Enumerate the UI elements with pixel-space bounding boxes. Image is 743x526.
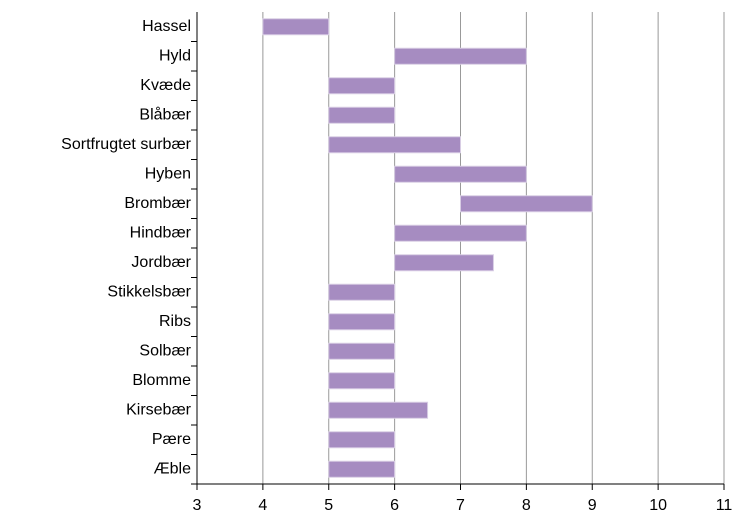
- y-tick-label: Hyben: [145, 165, 191, 182]
- bar: [328, 136, 461, 154]
- bar: [328, 372, 396, 390]
- y-tick-label: Ribs: [159, 313, 191, 330]
- bar: [328, 460, 396, 478]
- x-tick-label: 11: [716, 497, 733, 514]
- bar: [328, 106, 396, 124]
- y-tick-label: Sortfrugtet surbær: [61, 136, 192, 153]
- bar: [394, 165, 527, 183]
- x-tick-label: 8: [522, 497, 531, 514]
- y-tick-label: Solbær: [139, 342, 191, 359]
- y-tick-label: Kvæde: [140, 77, 191, 94]
- x-tick-label: 5: [324, 497, 333, 514]
- y-tick-label: Hassel: [142, 18, 191, 35]
- bar: [328, 313, 396, 331]
- y-tick-label: Hyld: [159, 47, 191, 64]
- y-tick-label: Blåbær: [139, 105, 191, 123]
- bar: [394, 47, 527, 65]
- x-tick-label: 7: [456, 497, 465, 514]
- bar: [460, 195, 593, 213]
- bar: [328, 77, 396, 95]
- bar: [328, 283, 396, 301]
- y-tick-label: Blomme: [132, 372, 191, 389]
- bar: [394, 224, 527, 242]
- y-tick-label: Brombær: [124, 195, 191, 212]
- bar: [328, 342, 396, 360]
- x-tick-label: 6: [390, 497, 399, 514]
- x-tick-label: 9: [588, 497, 597, 514]
- bar: [328, 401, 429, 419]
- bar: [394, 254, 494, 272]
- y-tick-label: Stikkelsbær: [107, 283, 191, 300]
- y-tick-label: Æble: [154, 460, 191, 477]
- x-tick-label: 4: [258, 497, 267, 514]
- bar: [328, 431, 396, 449]
- x-tick-label: 10: [649, 497, 667, 514]
- y-tick-label: Hindbær: [130, 224, 192, 241]
- y-tick-label: Pære: [152, 431, 191, 448]
- bar: [262, 18, 330, 36]
- y-tick-label: Kirsebær: [126, 401, 192, 418]
- x-tick-label: 3: [193, 497, 202, 514]
- y-tick-label: Jordbær: [131, 254, 191, 271]
